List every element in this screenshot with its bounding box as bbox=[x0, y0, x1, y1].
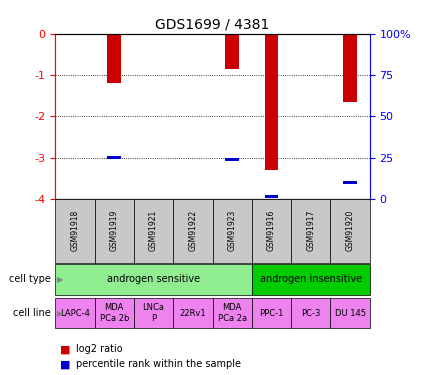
Text: LNCa
P: LNCa P bbox=[142, 303, 164, 323]
Text: PPC-1: PPC-1 bbox=[259, 309, 283, 318]
Bar bbox=[134, 298, 173, 328]
Text: cell line: cell line bbox=[13, 308, 51, 318]
Bar bbox=[291, 298, 331, 328]
Bar bbox=[265, 34, 278, 170]
Text: PC-3: PC-3 bbox=[301, 309, 320, 318]
Text: GSM91916: GSM91916 bbox=[267, 210, 276, 251]
Bar bbox=[343, 181, 357, 184]
Text: GSM91923: GSM91923 bbox=[228, 210, 237, 251]
Bar bbox=[55, 264, 252, 295]
Bar bbox=[55, 199, 94, 262]
Text: LAPC-4: LAPC-4 bbox=[60, 309, 90, 318]
Bar bbox=[331, 298, 370, 328]
Bar bbox=[265, 195, 278, 198]
Bar bbox=[212, 199, 252, 262]
Bar bbox=[212, 298, 252, 328]
Text: ▶: ▶ bbox=[57, 275, 64, 284]
Bar bbox=[343, 34, 357, 102]
Text: MDA
PCa 2b: MDA PCa 2b bbox=[99, 303, 129, 323]
Bar bbox=[108, 34, 121, 83]
Text: androgen sensitive: androgen sensitive bbox=[107, 274, 200, 284]
Text: ■: ■ bbox=[60, 344, 70, 354]
Bar bbox=[225, 34, 239, 69]
Text: GSM91922: GSM91922 bbox=[188, 210, 197, 251]
Bar bbox=[173, 199, 212, 262]
Bar bbox=[225, 158, 239, 161]
Bar bbox=[108, 156, 121, 159]
Text: ▶: ▶ bbox=[57, 309, 64, 318]
Text: GSM91921: GSM91921 bbox=[149, 210, 158, 251]
Bar bbox=[55, 298, 94, 328]
Bar bbox=[173, 298, 212, 328]
Bar bbox=[252, 199, 291, 262]
Text: ■: ■ bbox=[60, 359, 70, 369]
Title: GDS1699 / 4381: GDS1699 / 4381 bbox=[155, 17, 270, 31]
Text: androgen insensitive: androgen insensitive bbox=[260, 274, 362, 284]
Text: GSM91919: GSM91919 bbox=[110, 210, 119, 251]
Text: log2 ratio: log2 ratio bbox=[76, 344, 123, 354]
Text: cell type: cell type bbox=[9, 274, 51, 284]
Text: GSM91918: GSM91918 bbox=[71, 210, 79, 251]
Bar bbox=[94, 199, 134, 262]
Text: GSM91917: GSM91917 bbox=[306, 210, 315, 251]
Text: DU 145: DU 145 bbox=[334, 309, 366, 318]
Bar bbox=[291, 199, 331, 262]
Text: 22Rv1: 22Rv1 bbox=[179, 309, 206, 318]
Bar bbox=[252, 298, 291, 328]
Text: GSM91920: GSM91920 bbox=[346, 210, 354, 251]
Bar bbox=[94, 298, 134, 328]
Bar bbox=[134, 199, 173, 262]
Bar bbox=[252, 264, 370, 295]
Bar bbox=[331, 199, 370, 262]
Text: percentile rank within the sample: percentile rank within the sample bbox=[76, 359, 241, 369]
Text: MDA
PCa 2a: MDA PCa 2a bbox=[218, 303, 247, 323]
